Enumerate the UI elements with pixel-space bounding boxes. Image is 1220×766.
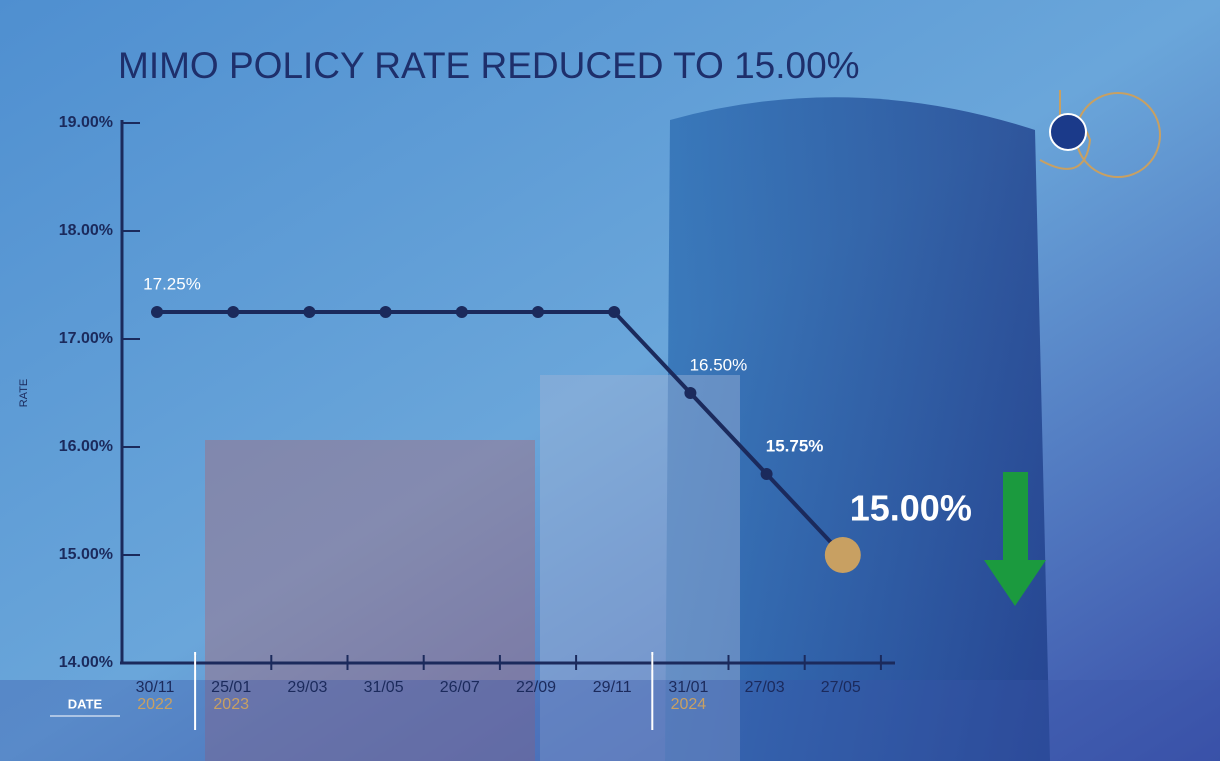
x-tick-label: 22/09 (516, 679, 556, 696)
x-tick-label: 29/11 (593, 679, 632, 696)
x-tick-label: 27/03 (745, 679, 785, 696)
point (532, 306, 544, 318)
x-tick-label: 31/05 (364, 679, 404, 696)
chart-title: MIMO POLICY RATE REDUCED TO 15.00% (118, 45, 860, 86)
y-tick-label: 16.00% (59, 438, 113, 455)
highlight-point (824, 537, 861, 573)
x-tick-label: 30/11 (136, 679, 175, 696)
y-tick-label: 14.00% (59, 654, 113, 671)
logo (1039, 90, 1161, 178)
x-tick-label: 27/05 (821, 679, 861, 696)
building (540, 375, 740, 761)
data-label: 16.50% (690, 355, 748, 374)
ground (0, 680, 1220, 761)
y-tick-label: 19.00% (59, 114, 113, 131)
x-tick-label: 29/03 (287, 679, 327, 696)
y-tick-label: 15.00% (59, 546, 113, 563)
data-label: 17.25% (143, 274, 201, 293)
data-label: 15.75% (766, 436, 824, 455)
x-axis-label: DATE (68, 696, 103, 711)
point (303, 306, 316, 318)
building (665, 97, 1050, 762)
point (151, 306, 163, 318)
year-label: 2022 (137, 696, 173, 713)
x-tick-label: 31/01 (668, 679, 708, 696)
year-label: 2023 (213, 696, 249, 713)
line (157, 310, 845, 557)
point (379, 306, 392, 318)
point (760, 468, 773, 480)
x-tick-label: 25/01 (211, 679, 251, 696)
y-axis-label: RATE (18, 379, 30, 408)
point (455, 306, 468, 318)
x-tick-label: 26/07 (440, 679, 480, 696)
point (608, 306, 621, 318)
year-label: 2024 (671, 696, 707, 713)
y-tick-label: 17.00% (59, 330, 113, 347)
y-tick-label: 18.00% (59, 222, 113, 239)
down-arrow (984, 472, 1046, 606)
point (227, 306, 240, 318)
building (205, 440, 535, 761)
point (684, 387, 697, 399)
data-label: 15.00% (850, 488, 972, 529)
